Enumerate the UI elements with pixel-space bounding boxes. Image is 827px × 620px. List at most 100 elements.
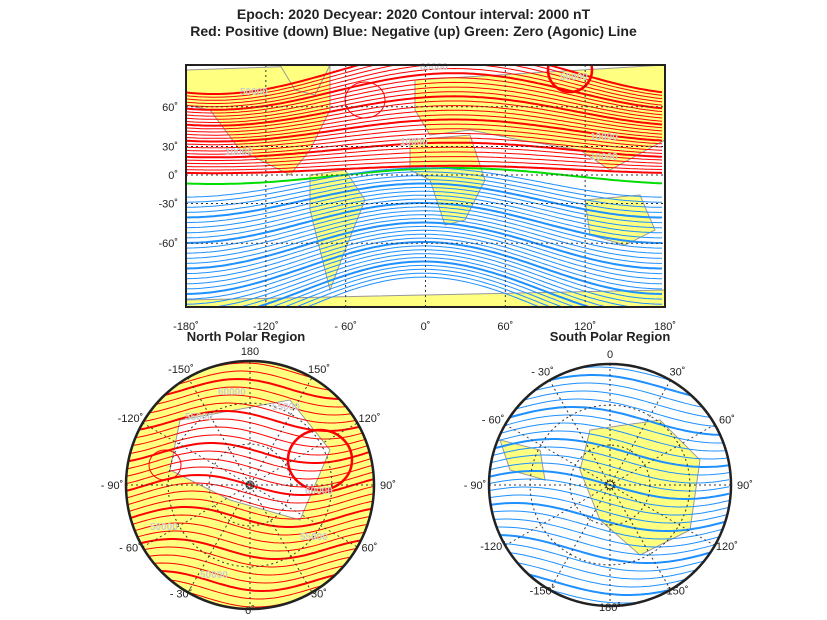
negative-contour (282, 268, 564, 307)
negative-contour (186, 210, 662, 254)
meridian-line (142, 422, 358, 548)
positive-contour (126, 569, 374, 593)
positive-contour (546, 65, 594, 94)
latitude-circle (208, 443, 292, 527)
negative-contour (489, 510, 730, 540)
positive-contour (126, 562, 374, 584)
figure-title-line-1: Epoch: 2020 Decyear: 2020 Contour interv… (236, 6, 591, 22)
lon-label: - 30˚ (170, 588, 193, 600)
north-polar-frame (124, 359, 376, 611)
lon-label: - 60˚ (119, 543, 142, 555)
positive-contour (186, 160, 663, 171)
lat-tick-label: 60˚ (162, 102, 178, 114)
negative-contour (489, 526, 730, 556)
south-lon-labels: 0 30˚ 60˚ 90˚ 120˚ 150˚ 180˚ -150˚ -120˚ - 90˚ - 6… (464, 349, 753, 614)
contour-label: 10000 (590, 152, 618, 163)
figure-title-line-2: Red: Positive (down) Blue: Negative (up)… (190, 23, 637, 39)
lon-label: 90˚ (737, 480, 753, 492)
contour-label: 50000 (150, 522, 178, 533)
north-lon-labels: 180 150˚ 120˚ 90˚ 60˚ 30˚ 0˚ - 30˚ - 60˚ - 90˚ -12… (101, 346, 396, 617)
contour-label: 10000 (400, 137, 428, 148)
main-map-frame (185, 64, 666, 308)
lon-label: 30˚ (311, 588, 327, 600)
negative-contour (489, 398, 729, 428)
agonic-zero-line (186, 167, 663, 185)
lon-label: - 60˚ (482, 415, 505, 427)
lon-label: - 90˚ (101, 480, 124, 492)
positive-contour (126, 466, 374, 488)
positive-contour (148, 449, 182, 481)
positive-contour (186, 132, 663, 152)
positive-contour (126, 473, 374, 497)
lon-label: 60˚ (719, 415, 735, 427)
meridian-line (187, 377, 313, 593)
lon-label: 120˚ (716, 541, 738, 553)
negative-contour (489, 390, 730, 420)
contour-labels: 50000 60000 50000 10000 10000 10000 10000 (225, 62, 618, 163)
lon-label: - 30˚ (531, 367, 554, 379)
north-contour-labels: 60000 55000 55000 60000 50000 55000 50000 (150, 387, 333, 581)
contour-label: 50000 (560, 72, 588, 83)
lat-tick-label: -30˚ (158, 198, 178, 210)
meridian-line (549, 379, 671, 591)
south-polar-frame (487, 362, 733, 608)
negative-contour (489, 478, 730, 508)
lon-label: - 90˚ (464, 480, 487, 492)
main-map: 50000 60000 50000 10000 10000 10000 10000 60˚ 3… (158, 62, 676, 333)
negative-contour (489, 414, 730, 444)
positive-contour (126, 546, 374, 568)
contour-label: 60000 (305, 486, 333, 497)
contour-label: 10000 (225, 147, 253, 158)
north-polar-title: North Polar Region (187, 329, 306, 344)
negative-contour (489, 430, 730, 460)
positive-contour (186, 67, 663, 108)
meridian-line (142, 422, 358, 548)
contour-label: 60000 (420, 62, 448, 73)
positive-contour (186, 77, 663, 114)
positive-contour (126, 377, 374, 401)
positive-contour (126, 426, 374, 448)
lat-tick-label: 30˚ (162, 142, 178, 154)
negative-contour (489, 406, 730, 436)
negative-contour (186, 186, 662, 224)
lon-tick-label: 180˚ (654, 321, 676, 333)
lon-label: -150˚ (530, 586, 556, 598)
negative-contour (294, 272, 552, 307)
negative-contour (489, 462, 730, 492)
contour-label: 60000 (218, 387, 246, 398)
positive-contour (186, 65, 663, 95)
pole-marker (245, 480, 255, 490)
lon-tick-label: 0˚ (421, 321, 431, 333)
lon-label: 120˚ (358, 413, 380, 425)
positive-contour (186, 137, 663, 155)
positive-contour (186, 105, 663, 133)
contour-label: 50000 (200, 570, 228, 581)
lon-label: 30˚ (670, 367, 686, 379)
positive-contour (126, 506, 374, 528)
lon-label: 180˚ (599, 602, 621, 614)
positive-contour (186, 65, 663, 98)
negative-contour (186, 194, 662, 234)
negative-contour (489, 502, 730, 532)
lon-label: 180 (241, 346, 259, 358)
lon-tick-label: -120˚ (253, 321, 279, 333)
negative-contour (186, 190, 662, 229)
negative-contour (489, 454, 730, 484)
negative-contour (237, 257, 609, 307)
lat-tick-label: 0˚ (168, 170, 178, 182)
lon-label: 150˚ (308, 364, 330, 376)
negative-contour (489, 422, 730, 452)
positive-contour (186, 164, 663, 175)
contour-label: 50000 (240, 87, 268, 98)
positive-contour (344, 81, 386, 119)
negative-contour (186, 198, 662, 239)
contour-label: 55000 (185, 412, 213, 423)
north-gridlines (126, 361, 374, 609)
positive-contour (186, 95, 663, 127)
lon-tick-label: 120˚ (574, 321, 596, 333)
positive-contour (126, 402, 374, 424)
negative-contour (489, 438, 730, 468)
lon-label: 90˚ (380, 480, 396, 492)
north-polar-map: North Polar Region 60000 55000 55000 60000 5… (101, 329, 396, 617)
